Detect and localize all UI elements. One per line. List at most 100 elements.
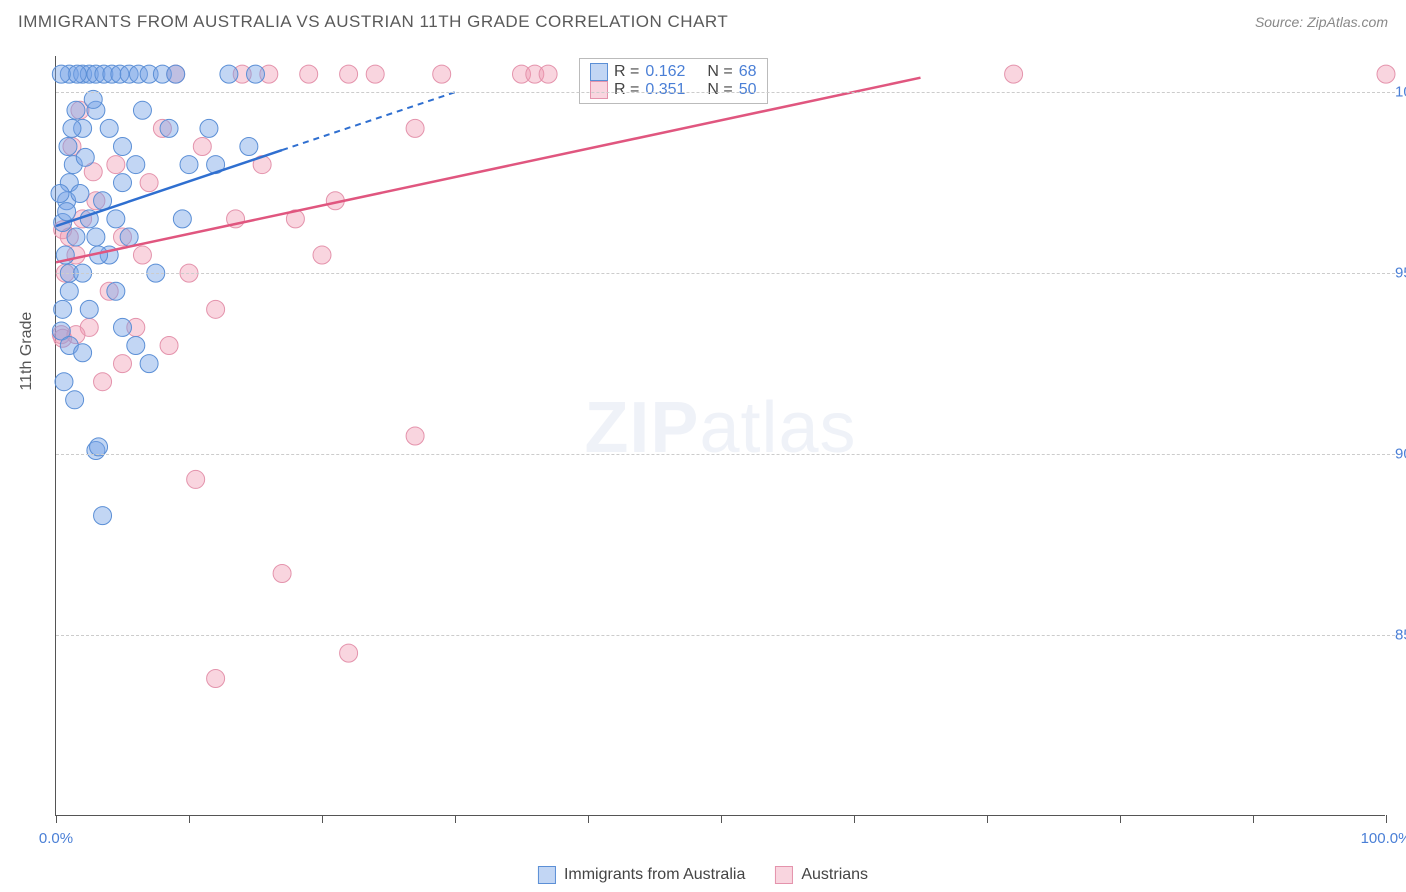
legend-item-2: Austrians bbox=[775, 866, 868, 884]
scatter-point-series2 bbox=[107, 156, 125, 174]
scatter-point-series2 bbox=[433, 65, 451, 83]
scatter-point-series1 bbox=[59, 137, 77, 155]
scatter-point-series1 bbox=[114, 174, 132, 192]
y-axis-label: 11th Grade bbox=[18, 312, 36, 391]
swatch-series1-bottom bbox=[538, 866, 556, 884]
scatter-point-series1 bbox=[52, 65, 70, 83]
scatter-point-series1 bbox=[160, 119, 178, 137]
scatter-point-series2 bbox=[133, 246, 151, 264]
legend-label-2: Austrians bbox=[801, 866, 868, 884]
xtick bbox=[588, 815, 589, 823]
scatter-point-series1 bbox=[114, 137, 132, 155]
scatter-point-series1 bbox=[55, 373, 73, 391]
scatter-point-series1 bbox=[67, 101, 85, 119]
scatter-point-series1 bbox=[200, 119, 218, 137]
scatter-point-series1 bbox=[133, 101, 151, 119]
trendline-series1-dashed bbox=[282, 92, 455, 150]
legend-row-2: R = 0.351 N = 50 bbox=[590, 81, 757, 99]
scatter-point-series1 bbox=[94, 507, 112, 525]
xtick bbox=[987, 815, 988, 823]
scatter-point-series1 bbox=[140, 355, 158, 373]
xtick bbox=[189, 815, 190, 823]
scatter-point-series2 bbox=[406, 427, 424, 445]
scatter-point-series1 bbox=[114, 318, 132, 336]
scatter-point-series2 bbox=[313, 246, 331, 264]
scatter-point-series2 bbox=[1377, 65, 1395, 83]
scatter-point-series2 bbox=[273, 565, 291, 583]
legend-label-1: Immigrants from Australia bbox=[564, 866, 745, 884]
scatter-point-series1 bbox=[120, 228, 138, 246]
xtick bbox=[56, 815, 57, 823]
scatter-point-series1 bbox=[68, 65, 86, 83]
scatter-point-series1 bbox=[167, 65, 185, 83]
scatter-point-series2 bbox=[539, 65, 557, 83]
xtick-label: 0.0% bbox=[39, 830, 73, 847]
scatter-point-series2 bbox=[366, 65, 384, 83]
ytick-label: 100.0% bbox=[1395, 84, 1406, 101]
gridline bbox=[56, 454, 1395, 455]
scatter-point-series2 bbox=[207, 300, 225, 318]
source-label: Source: ZipAtlas.com bbox=[1255, 14, 1388, 30]
xtick bbox=[1120, 815, 1121, 823]
xtick bbox=[322, 815, 323, 823]
source-name: ZipAtlas.com bbox=[1307, 14, 1388, 30]
ytick-label: 90.0% bbox=[1395, 446, 1406, 463]
r-value-1: 0.162 bbox=[645, 63, 685, 81]
scatter-point-series1 bbox=[67, 228, 85, 246]
scatter-point-series1 bbox=[76, 148, 94, 166]
scatter-point-series1 bbox=[87, 228, 105, 246]
xtick-label: 100.0% bbox=[1361, 830, 1406, 847]
ytick-label: 95.0% bbox=[1395, 265, 1406, 282]
scatter-point-series2 bbox=[1005, 65, 1023, 83]
bottom-legend: Immigrants from Australia Austrians bbox=[538, 866, 868, 884]
swatch-series2 bbox=[590, 81, 608, 99]
correlation-legend: R = 0.162 N = 68 R = 0.351 N = 50 bbox=[579, 58, 768, 104]
scatter-point-series1 bbox=[100, 119, 118, 137]
legend-item-1: Immigrants from Australia bbox=[538, 866, 745, 884]
scatter-point-series2 bbox=[94, 373, 112, 391]
gridline bbox=[56, 273, 1395, 274]
scatter-point-series2 bbox=[340, 644, 358, 662]
r-label-1: R = bbox=[614, 63, 639, 81]
scatter-point-series1 bbox=[80, 300, 98, 318]
xtick bbox=[1253, 815, 1254, 823]
n-label-1: N = bbox=[707, 63, 732, 81]
plot-area: ZIPatlas R = 0.162 N = 68 R = 0.351 N = … bbox=[55, 56, 1385, 816]
xtick bbox=[721, 815, 722, 823]
scatter-point-series1 bbox=[63, 119, 81, 137]
scatter-point-series1 bbox=[107, 210, 125, 228]
legend-row-1: R = 0.162 N = 68 bbox=[590, 63, 757, 81]
scatter-point-series2 bbox=[114, 355, 132, 373]
n-value-2: 50 bbox=[739, 81, 757, 99]
scatter-point-series2 bbox=[160, 337, 178, 355]
scatter-point-series2 bbox=[340, 65, 358, 83]
swatch-series2-bottom bbox=[775, 866, 793, 884]
n-label-2: N = bbox=[707, 81, 732, 99]
scatter-point-series1 bbox=[54, 300, 72, 318]
scatter-point-series1 bbox=[58, 203, 76, 221]
scatter-point-series2 bbox=[193, 137, 211, 155]
xtick bbox=[1386, 815, 1387, 823]
scatter-point-series1 bbox=[71, 185, 89, 203]
scatter-point-series1 bbox=[107, 282, 125, 300]
r-value-2: 0.351 bbox=[645, 81, 685, 99]
source-prefix: Source: bbox=[1255, 14, 1307, 30]
scatter-point-series2 bbox=[300, 65, 318, 83]
scatter-point-series1 bbox=[74, 344, 92, 362]
scatter-point-series1 bbox=[66, 391, 84, 409]
scatter-point-series2 bbox=[140, 174, 158, 192]
scatter-point-series1 bbox=[247, 65, 265, 83]
scatter-point-series1 bbox=[173, 210, 191, 228]
scatter-point-series1 bbox=[180, 156, 198, 174]
xtick bbox=[455, 815, 456, 823]
swatch-series1 bbox=[590, 63, 608, 81]
scatter-point-series2 bbox=[187, 470, 205, 488]
gridline bbox=[56, 92, 1395, 93]
chart-title: IMMIGRANTS FROM AUSTRALIA VS AUSTRIAN 11… bbox=[18, 12, 728, 32]
xtick bbox=[854, 815, 855, 823]
scatter-svg bbox=[56, 56, 1385, 815]
scatter-point-series1 bbox=[60, 282, 78, 300]
n-value-1: 68 bbox=[739, 63, 757, 81]
scatter-point-series1 bbox=[220, 65, 238, 83]
scatter-point-series1 bbox=[127, 156, 145, 174]
